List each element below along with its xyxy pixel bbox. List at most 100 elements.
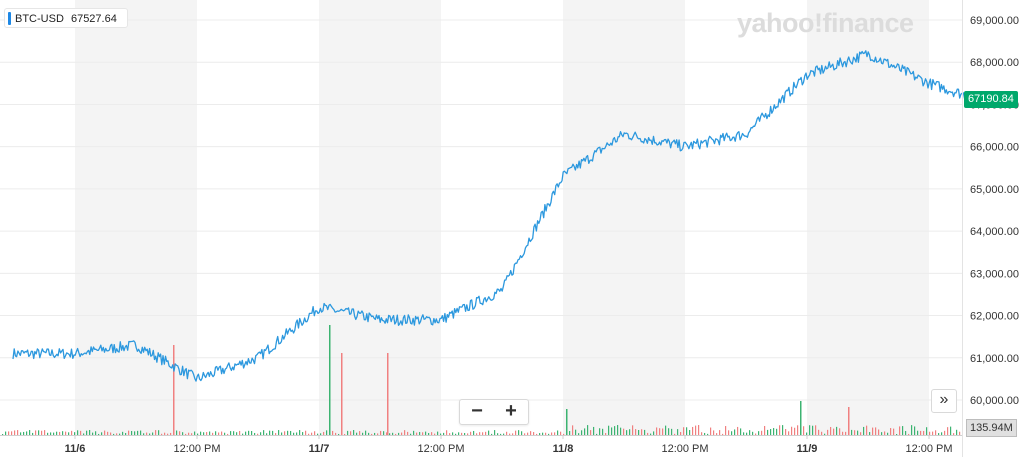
scroll-forward-button[interactable]: » <box>931 389 957 413</box>
volume-bar-211 <box>635 429 637 435</box>
volume-bar-126 <box>380 430 382 435</box>
volume-bar-252 <box>758 431 760 435</box>
volume-bar-219 <box>659 428 661 435</box>
volume-bar-315 <box>947 427 949 435</box>
volume-bar-218 <box>656 427 658 435</box>
zoom-in-button[interactable]: + <box>505 400 517 422</box>
volume-bar-62 <box>188 432 190 435</box>
series-legend[interactable]: BTC-USD 67527.64 <box>4 8 128 28</box>
volume-bar-243 <box>731 431 733 435</box>
volume-bar-93 <box>281 432 283 435</box>
volume-bar-200 <box>602 428 604 435</box>
volume-bar-30 <box>92 432 94 435</box>
volume-bar-169 <box>509 433 511 435</box>
volume-bar-111 <box>335 432 337 435</box>
x-tick-label-7: 12:00 PM <box>905 443 952 455</box>
volume-bar-21 <box>65 431 67 435</box>
volume-bar-193 <box>581 430 583 435</box>
volume-bar-287 <box>863 426 865 435</box>
volume-bar-223 <box>671 428 673 435</box>
volume-bar-123 <box>371 433 373 435</box>
volume-bar-42 <box>128 430 130 435</box>
volume-bar-76 <box>230 431 232 435</box>
volume-bar-302 <box>908 433 910 435</box>
volume-bar-175 <box>527 432 529 435</box>
volume-bar-40 <box>122 431 124 435</box>
volume-bar-212 <box>638 429 640 435</box>
volume-bar-157 <box>473 430 475 435</box>
volume-bar-75 <box>227 433 229 435</box>
volume-bar-144 <box>434 433 436 435</box>
volume-bar-253 <box>761 430 763 435</box>
volume-bar-26 <box>80 430 82 435</box>
volume-bar-250 <box>752 431 754 435</box>
x-tick-label-6: 11/9 <box>797 443 818 455</box>
volume-bar-195 <box>587 425 589 435</box>
volume-bar-238 <box>716 433 718 435</box>
volume-bar-258 <box>776 428 778 435</box>
volume-bar-249 <box>749 430 751 435</box>
volume-bar-46 <box>140 430 142 435</box>
volume-bar-131 <box>395 433 397 435</box>
yahoo-finance-watermark: yahoo!finance <box>737 8 914 38</box>
volume-spike-321 <box>329 325 331 435</box>
volume-bar-259 <box>779 425 781 435</box>
volume-bar-78 <box>236 432 238 435</box>
volume-bar-199 <box>599 428 601 435</box>
volume-bar-91 <box>275 433 277 435</box>
volume-bar-307 <box>923 430 925 435</box>
volume-bar-50 <box>152 432 154 435</box>
volume-bar-298 <box>896 433 898 435</box>
volume-bar-48 <box>146 432 148 435</box>
zoom-out-button[interactable]: − <box>471 400 483 422</box>
volume-bar-180 <box>542 432 544 435</box>
volume-bar-61 <box>185 433 187 435</box>
volume-bar-279 <box>839 428 841 435</box>
x-tick-label-0: 11/6 <box>65 443 86 455</box>
volume-bar-269 <box>809 425 811 435</box>
volume-bar-291 <box>875 427 877 435</box>
volume-bar-35 <box>107 431 109 435</box>
price-line-btc-usd <box>12 50 971 382</box>
volume-bar-288 <box>866 425 868 435</box>
y-tick-label-3: 63,000.00 <box>970 268 1019 280</box>
volume-bar-185 <box>557 430 559 435</box>
volume-bar-164 <box>494 430 496 435</box>
volume-bar-19 <box>59 431 61 435</box>
volume-bar-25 <box>77 430 79 435</box>
volume-bar-232 <box>698 425 700 435</box>
volume-bar-97 <box>293 432 295 435</box>
volume-bars <box>2 325 961 435</box>
volume-bar-153 <box>461 432 463 435</box>
volume-spike-322 <box>341 353 343 435</box>
volume-bar-148 <box>446 430 448 435</box>
volume-bar-95 <box>287 430 289 435</box>
volume-bar-28 <box>86 430 88 435</box>
volume-bar-255 <box>767 429 769 435</box>
volume-bar-129 <box>389 433 391 435</box>
volume-bar-197 <box>593 426 595 435</box>
volume-spike-323 <box>387 353 389 435</box>
volume-bar-300 <box>902 426 904 435</box>
volume-bar-182 <box>548 433 550 435</box>
volume-bar-34 <box>104 430 106 435</box>
volume-bar-14 <box>44 430 46 435</box>
volume-bar-8 <box>26 431 28 435</box>
volume-bar-151 <box>455 433 457 435</box>
volume-bar-16 <box>50 432 52 435</box>
volume-bar-311 <box>935 430 937 435</box>
volume-bar-154 <box>464 432 466 435</box>
zoom-control: − + <box>459 399 529 425</box>
volume-bar-120 <box>362 432 364 435</box>
volume-bar-22 <box>68 432 70 435</box>
volume-bar-27 <box>83 433 85 435</box>
volume-bar-124 <box>374 432 376 435</box>
volume-bar-143 <box>431 432 433 435</box>
volume-bar-273 <box>821 431 823 435</box>
volume-bar-36 <box>110 432 112 435</box>
volume-bar-281 <box>845 431 847 435</box>
volume-bar-163 <box>491 433 493 435</box>
volume-bar-237 <box>713 430 715 435</box>
volume-bar-265 <box>797 425 799 435</box>
